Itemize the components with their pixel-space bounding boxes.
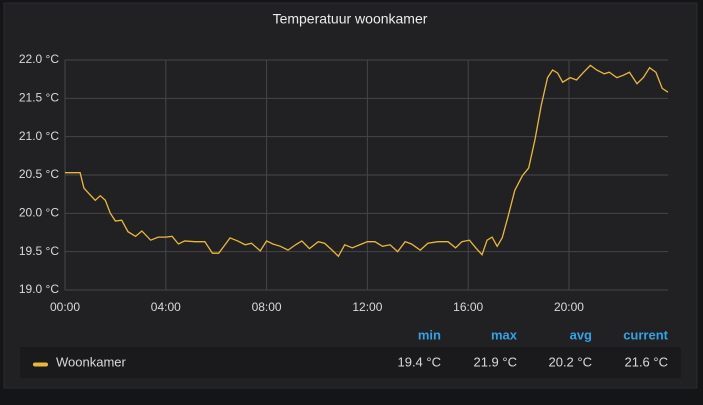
legend-header: min (418, 327, 441, 342)
legend-value: 21.6 °C (624, 354, 668, 369)
y-tick-label: 21.0 °C (19, 129, 59, 143)
y-tick-label: 19.0 °C (19, 282, 59, 296)
x-tick-label: 04:00 (151, 300, 181, 314)
x-tick-label: 20:00 (554, 300, 584, 314)
legend-value: 21.9 °C (473, 354, 517, 369)
y-tick-label: 20.5 °C (19, 167, 59, 181)
y-tick-label: 21.5 °C (19, 91, 59, 105)
legend-label: Woonkamer (56, 354, 127, 369)
panel-background (3, 2, 698, 389)
x-tick-label: 00:00 (50, 300, 80, 314)
y-tick-label: 22.0 °C (19, 52, 59, 66)
x-tick-label: 08:00 (252, 300, 282, 314)
chart-title: Temperatuur woonkamer (273, 11, 428, 27)
legend-header: max (491, 327, 518, 342)
line-series (65, 64, 669, 258)
y-tick-label: 19.5 °C (19, 244, 59, 258)
x-tick-label: 16:00 (453, 300, 483, 314)
legend-value: 19.4 °C (397, 354, 441, 369)
legend-header: avg (570, 327, 592, 342)
legend-header: current (623, 327, 668, 342)
legend-row (20, 347, 681, 378)
y-tick-label: 20.0 °C (19, 206, 59, 220)
legend-value: 20.2 °C (548, 354, 592, 369)
x-tick-label: 12:00 (352, 300, 382, 314)
